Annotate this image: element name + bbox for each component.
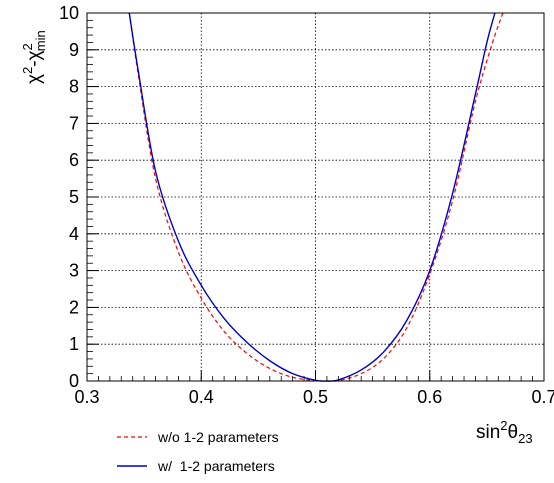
y-tick-label: 4 (69, 224, 79, 244)
x-axis-title-sup: 2 (500, 418, 507, 433)
x-axis-title-base: sin (476, 422, 500, 443)
legend-label-w: w/ 1-2 parameters (157, 458, 275, 474)
tick-labels: 0.3 0.4 0.5 0.6 0.7 0 1 2 3 4 5 6 7 8 9 10 (59, 3, 554, 407)
y-tick-label: 6 (69, 150, 79, 170)
y-axis-title: χ2-χ2min (20, 30, 48, 84)
y-axis-title-chi: χ (24, 74, 45, 84)
x-axis-title-sub: 23 (518, 431, 532, 446)
grid-lines (87, 13, 544, 381)
x-tick-label: 0.3 (74, 387, 99, 407)
axis-ticks (86, 12, 545, 382)
y-axis-title-dash: - (24, 60, 45, 66)
y-axis-title-sup1: 2 (20, 67, 35, 74)
x-tick-label: 0.6 (417, 387, 442, 407)
y-tick-label: 8 (69, 77, 79, 97)
y-tick-label: 1 (69, 334, 79, 354)
x-tick-label: 0.4 (189, 387, 214, 407)
y-axis-title-sub: min (33, 30, 48, 51)
y-tick-label: 7 (69, 113, 79, 133)
y-tick-label: 3 (69, 261, 79, 281)
y-axis-title-sup2: 2 (20, 43, 35, 50)
y-tick-label: 9 (69, 40, 79, 60)
legend: w/o 1-2 parameters w/ 1-2 parameters (117, 429, 279, 474)
y-tick-label: 5 (69, 187, 79, 207)
y-tick-label: 0 (69, 371, 79, 391)
x-axis-title: sin2θ23 (476, 418, 533, 446)
x-axis-title-greek: θ (508, 422, 519, 443)
y-axis-title-chi2: χ (24, 50, 45, 60)
x-tick-label: 0.5 (303, 387, 328, 407)
legend-label-wo: w/o 1-2 parameters (157, 429, 279, 445)
y-tick-label: 10 (59, 3, 79, 23)
y-tick-label: 2 (69, 297, 79, 317)
x-tick-label: 0.7 (531, 387, 554, 407)
